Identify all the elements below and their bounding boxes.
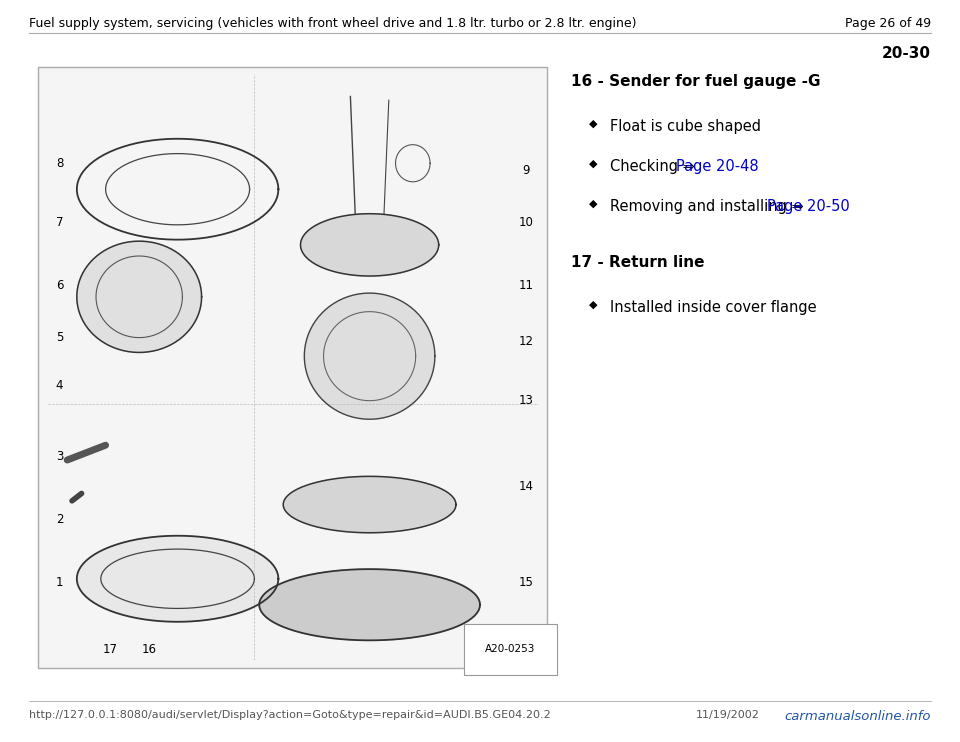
Text: ◆: ◆ — [588, 119, 597, 128]
Text: ◆: ◆ — [588, 159, 597, 168]
Text: 20-30: 20-30 — [882, 46, 931, 61]
Text: 3: 3 — [56, 450, 63, 463]
Text: ◆: ◆ — [588, 199, 597, 209]
Text: 9: 9 — [522, 164, 530, 177]
Polygon shape — [283, 476, 456, 533]
Text: 10: 10 — [518, 216, 534, 229]
Polygon shape — [77, 241, 202, 352]
Text: http://127.0.0.1:8080/audi/servlet/Display?action=Goto&type=repair&id=AUDI.B5.GE: http://127.0.0.1:8080/audi/servlet/Displ… — [29, 710, 550, 720]
Text: 8: 8 — [56, 157, 63, 170]
Text: 16 - Sender for fuel gauge -G: 16 - Sender for fuel gauge -G — [571, 74, 821, 89]
Text: carmanualsonline.info: carmanualsonline.info — [784, 710, 931, 723]
Text: Float is cube shaped: Float is cube shaped — [610, 119, 760, 134]
Text: 14: 14 — [518, 479, 534, 493]
Text: 1: 1 — [56, 576, 63, 589]
Text: 17: 17 — [103, 643, 118, 656]
Text: 13: 13 — [518, 394, 534, 407]
Text: 17 - Return line: 17 - Return line — [571, 255, 705, 270]
FancyBboxPatch shape — [38, 67, 547, 668]
Text: 2: 2 — [56, 513, 63, 526]
Polygon shape — [77, 536, 278, 622]
Text: 12: 12 — [518, 335, 534, 348]
Text: Fuel supply system, servicing (vehicles with front wheel drive and 1.8 ltr. turb: Fuel supply system, servicing (vehicles … — [29, 17, 636, 30]
Text: 5: 5 — [56, 331, 63, 344]
Text: Removing and installing ⇒: Removing and installing ⇒ — [610, 199, 808, 214]
Text: 15: 15 — [518, 576, 534, 589]
Text: A20-0253: A20-0253 — [486, 645, 536, 654]
Text: 7: 7 — [56, 216, 63, 229]
Text: 6: 6 — [56, 279, 63, 292]
Text: Page 26 of 49: Page 26 of 49 — [845, 17, 931, 30]
Text: Installed inside cover flange: Installed inside cover flange — [610, 300, 816, 315]
Text: Checking ⇒: Checking ⇒ — [610, 159, 699, 174]
Polygon shape — [300, 214, 439, 276]
Text: 16: 16 — [141, 643, 156, 656]
Text: 11/19/2002: 11/19/2002 — [696, 710, 760, 720]
Text: 4: 4 — [56, 379, 63, 393]
Polygon shape — [304, 293, 435, 419]
Text: Page 20-50: Page 20-50 — [767, 199, 850, 214]
Text: Page 20-48: Page 20-48 — [676, 159, 758, 174]
Polygon shape — [259, 569, 480, 640]
Text: ◆: ◆ — [588, 300, 597, 309]
Text: 11: 11 — [518, 279, 534, 292]
